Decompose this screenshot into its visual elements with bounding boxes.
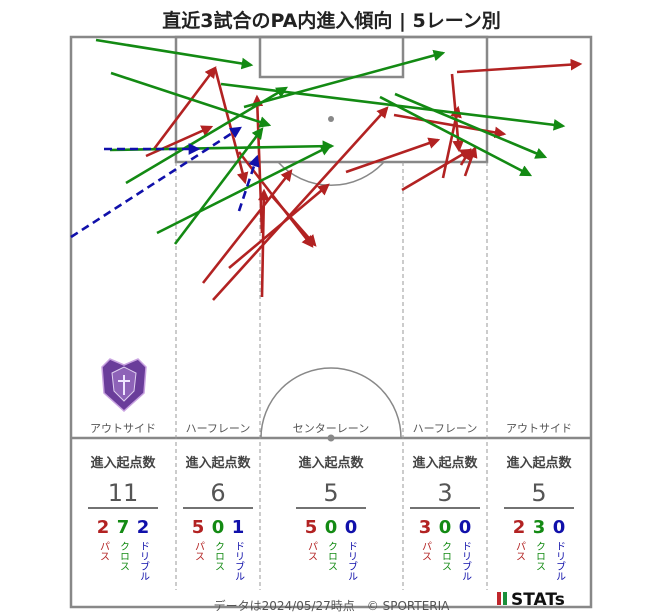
sanfrecce-crest-icon: [101, 358, 147, 413]
lane-label-halfspace-left: ハーフレーン: [186, 422, 251, 435]
center-circle: [260, 367, 402, 439]
cross-label: クロス: [118, 541, 129, 571]
cross-count: 3: [533, 517, 546, 538]
dribble-label: ドリブル: [554, 541, 566, 581]
dribble-count: 0: [345, 517, 358, 538]
pass-count: 3: [419, 517, 432, 538]
pass-arrow: [213, 67, 249, 185]
cross-count: 0: [439, 517, 452, 538]
dribble-label: ドリブル: [138, 541, 150, 581]
lane-dividers: [175, 162, 488, 590]
start-point-stats: 進入起点数 11 2 7 2 パス クロス ドリブル 進入起点数 6 5 0 1…: [88, 455, 574, 581]
pass-arrow: [152, 66, 217, 150]
stats-brand-logo: STATs: [497, 590, 565, 610]
dribble-label: ドリブル: [460, 541, 472, 581]
pass-arrow: [228, 183, 330, 269]
start-header: 進入起点数: [412, 455, 478, 471]
cross-arrow: [394, 92, 548, 159]
pass-label: パス: [98, 541, 110, 561]
pass-arrow: [270, 194, 317, 247]
dribble-count: 0: [459, 517, 472, 538]
cross-arrow: [156, 144, 333, 235]
dribble-count: 2: [137, 517, 150, 538]
start-header: 進入起点数: [506, 455, 572, 471]
lane-label-outside-right: アウトサイド: [506, 422, 572, 435]
dribble-arrow: [70, 126, 242, 239]
pass-count: 5: [305, 517, 318, 538]
dribble-label: ドリブル: [233, 541, 245, 581]
start-total: 3: [437, 479, 452, 507]
pass-label: パス: [420, 541, 432, 561]
dribble-count: 1: [232, 517, 245, 538]
pass-arrow: [345, 137, 441, 174]
dribble-arrow: [237, 154, 260, 212]
start-header: 進入起点数: [90, 455, 156, 471]
pass-count: 2: [97, 517, 110, 538]
cross-arrow: [243, 49, 446, 109]
pass-label: パス: [193, 541, 205, 561]
pass-arrow: [212, 106, 389, 301]
start-total: 5: [323, 479, 338, 507]
cross-label: クロス: [213, 541, 224, 571]
dribble-label: ドリブル: [346, 541, 358, 581]
start-total: 6: [210, 479, 225, 507]
pass-label: パス: [514, 541, 526, 561]
pass-arrow: [401, 148, 473, 192]
dribble-count: 0: [553, 517, 566, 538]
cross-label: クロス: [326, 541, 337, 571]
pass-count: 5: [192, 517, 205, 538]
pass-arrow: [456, 58, 583, 74]
start-header: 進入起点数: [185, 455, 251, 471]
lane-label-outside-left: アウトサイド: [90, 422, 156, 435]
penalty-spot: [328, 116, 334, 122]
cross-arrow: [110, 71, 272, 128]
pass-count: 2: [513, 517, 526, 538]
cross-count: 0: [325, 517, 338, 538]
start-total: 5: [531, 479, 546, 507]
center-spot: [327, 434, 335, 442]
cross-label: クロス: [534, 541, 545, 571]
lane-label-center: センターレーン: [293, 422, 369, 435]
goal-area: [258, 35, 405, 79]
cross-arrow: [379, 95, 533, 177]
pass-arrow: [463, 145, 478, 177]
chart-title: 直近3試合のPA内進入傾向 | 5レーン別: [162, 10, 501, 32]
cross-arrow: [95, 38, 254, 70]
cross-count: 0: [212, 517, 225, 538]
start-total: 11: [108, 479, 139, 507]
arrow-layer: [70, 38, 583, 301]
pass-arrow: [201, 169, 293, 284]
footer-note: データは2024/05/27時点 © SPORTERIA: [213, 599, 450, 613]
pass-arrow: [459, 147, 472, 166]
lane-label-halfspace-right: ハーフレーン: [413, 422, 478, 435]
cross-arrow: [220, 82, 566, 131]
cross-label: クロス: [440, 541, 451, 571]
start-header: 進入起点数: [298, 455, 364, 471]
cross-count: 7: [117, 517, 130, 538]
pass-label: パス: [306, 541, 318, 561]
pass-arrow: [145, 125, 214, 158]
